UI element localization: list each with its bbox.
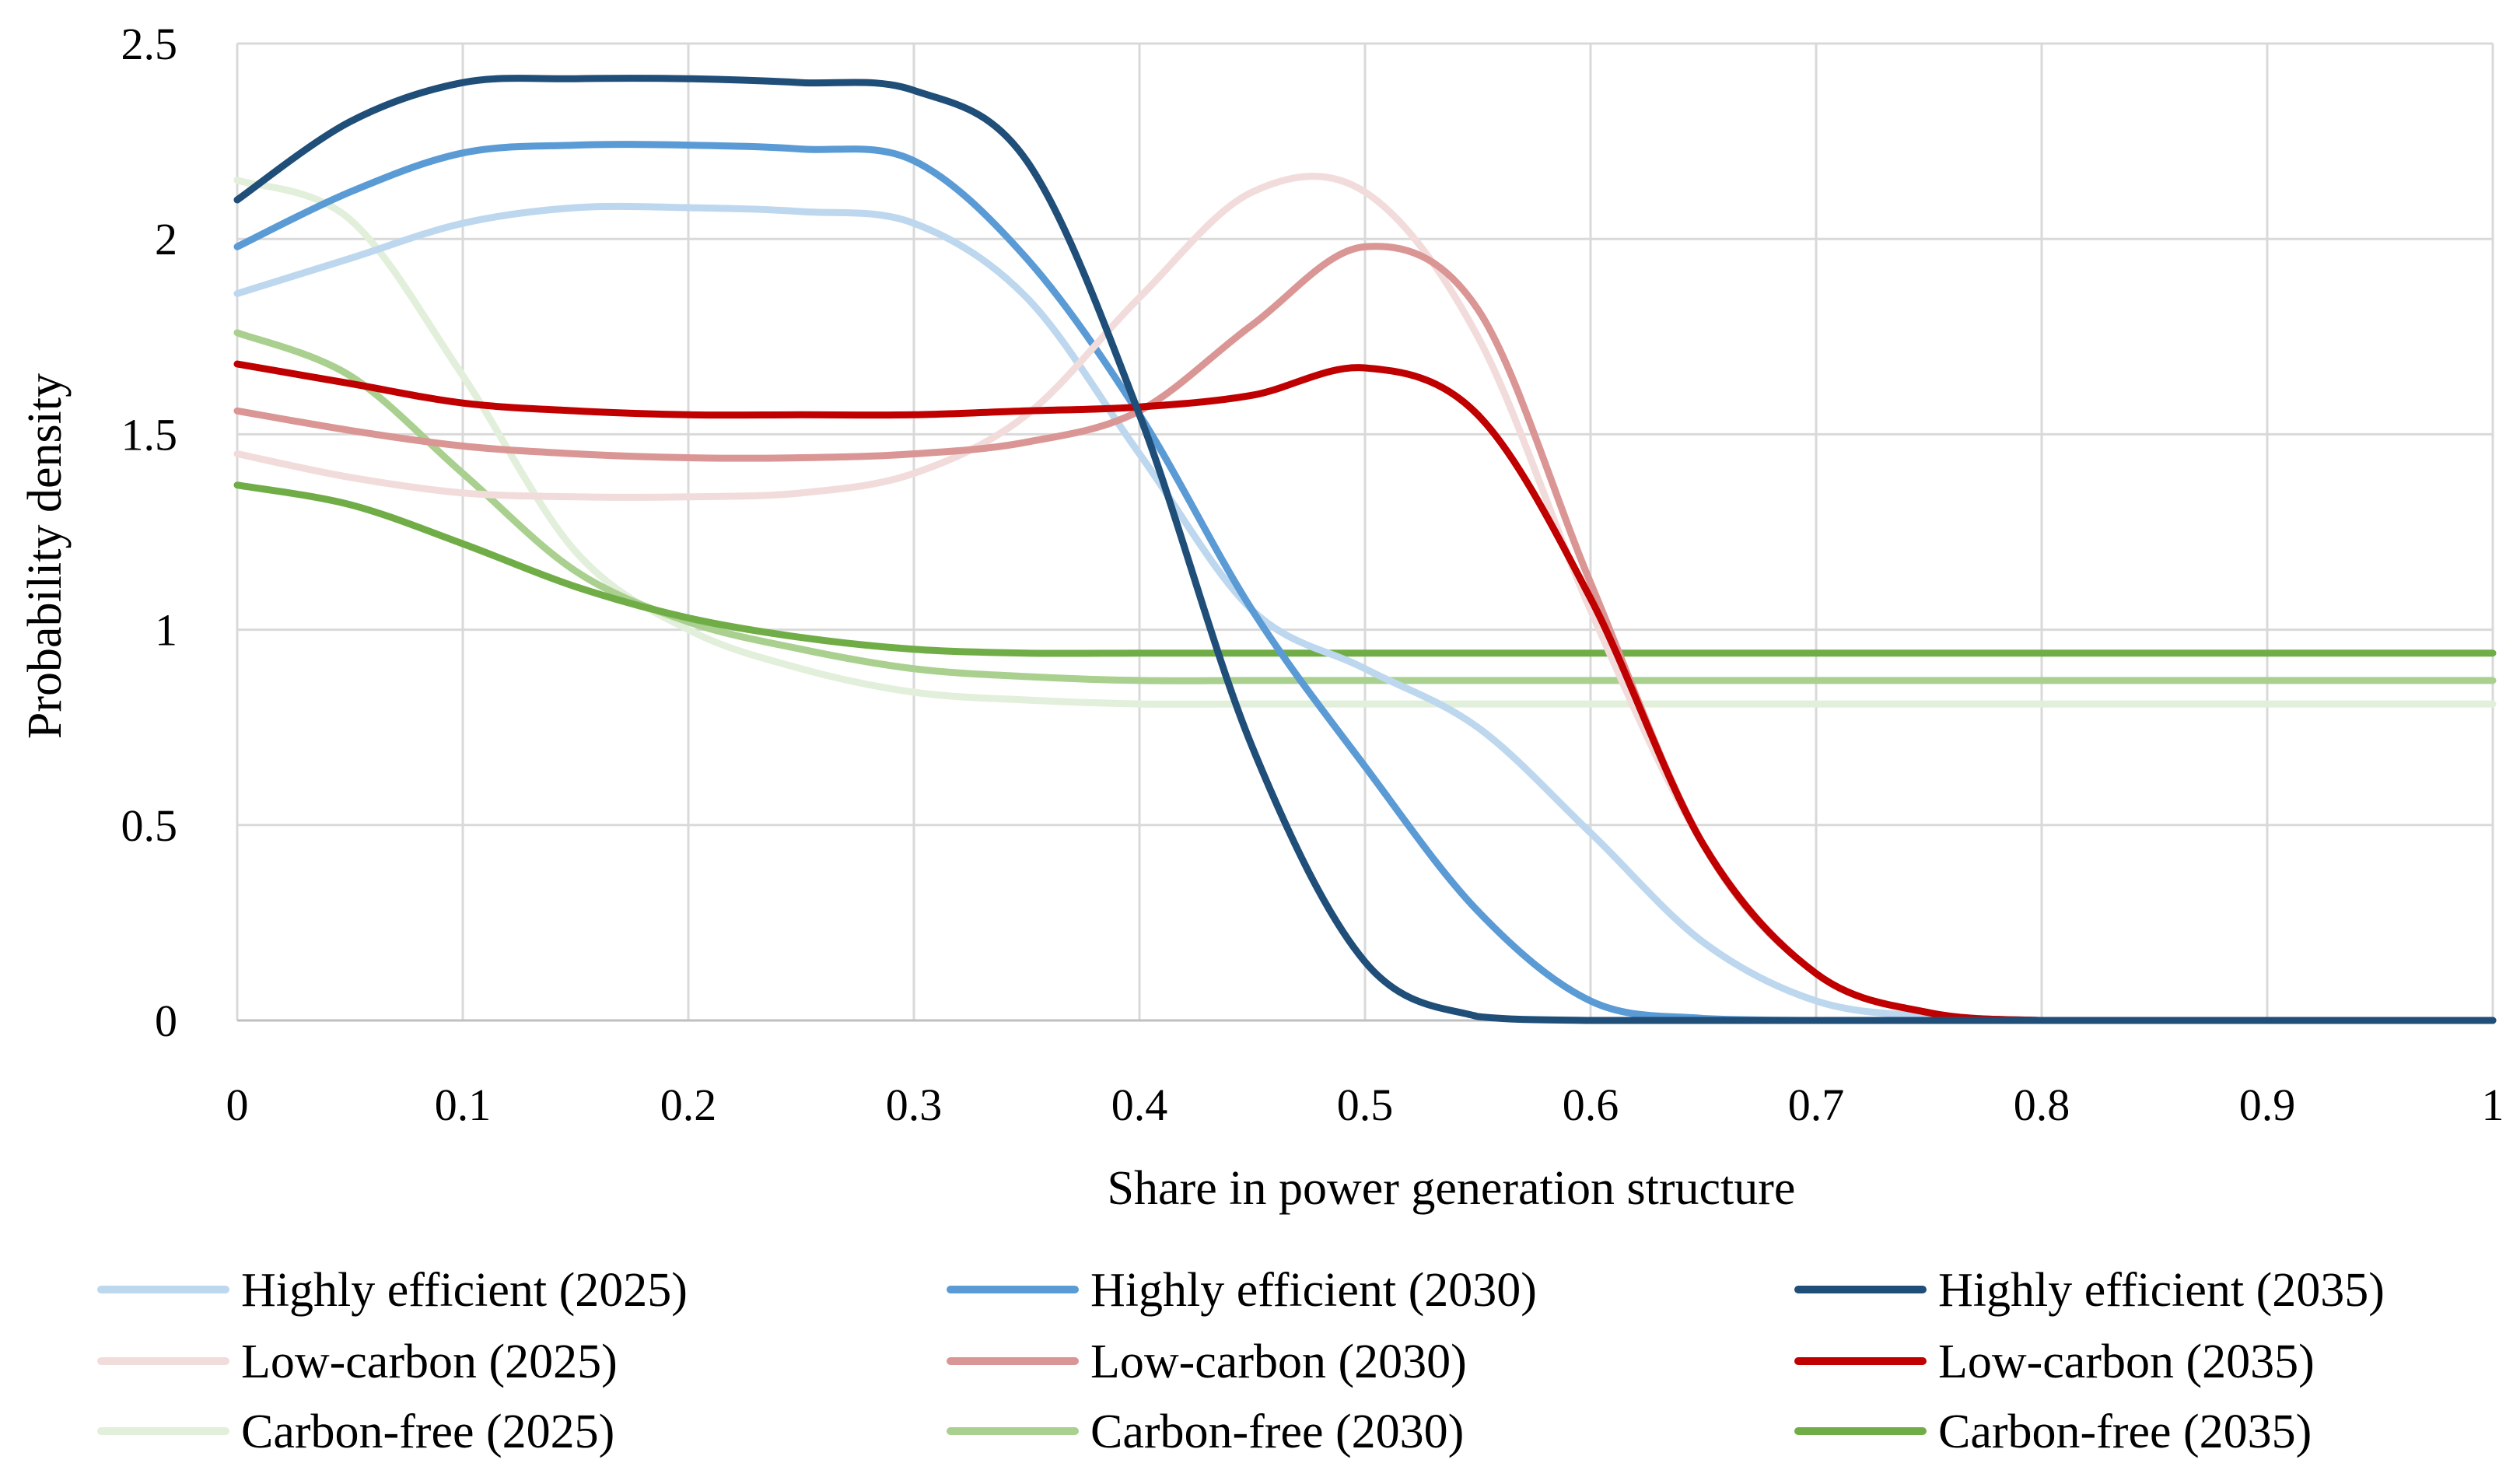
x-tick-label: 0.4	[1111, 1080, 1168, 1130]
legend: Highly efficient (2025) Highly efficient …	[97, 1264, 2385, 1458]
legend-item-carbon-free-2030: Carbon-free (2030)	[947, 1405, 1464, 1458]
x-tick-label: 0.6	[1563, 1080, 1619, 1130]
legend-label: Low-carbon (2025)	[241, 1335, 618, 1388]
y-tick-label: 1.5	[121, 409, 178, 460]
y-axis-title: Probability density	[19, 373, 72, 739]
y-axis-ticks: 0 0.5 1 1.5 2 2.5	[121, 19, 178, 1046]
legend-item-carbon-free-2025: Carbon-free (2025)	[97, 1405, 614, 1458]
y-tick-label: 1	[155, 605, 177, 656]
legend-label: Carbon-free (2025)	[241, 1405, 614, 1458]
x-tick-label: 0.5	[1337, 1080, 1394, 1130]
legend-label: Highly efficient (2030)	[1090, 1264, 1537, 1317]
series-line-carbon-free-2025	[233, 177, 2497, 708]
legend-item-low-carbon-2025: Low-carbon (2025)	[97, 1335, 618, 1388]
series-line-carbon-free-2030	[233, 329, 2497, 684]
legend-item-carbon-free-2035: Carbon-free (2035)	[1794, 1405, 2312, 1458]
grid	[236, 42, 2494, 1022]
legend-item-highly-efficient-2035: Highly efficient (2035)	[1794, 1264, 2385, 1317]
legend-label: Highly efficient (2035)	[1938, 1264, 2385, 1317]
x-tick-label: 0	[226, 1080, 249, 1130]
legend-label: Highly efficient (2025)	[241, 1264, 688, 1317]
x-tick-label: 1	[2482, 1080, 2504, 1130]
legend-label: Low-carbon (2030)	[1090, 1335, 1467, 1388]
series-line-carbon-free-2035	[233, 481, 2497, 657]
series-line-highly-efficient-2035	[233, 75, 2497, 1024]
x-tick-label: 0.3	[886, 1080, 943, 1130]
series-lines	[233, 75, 2497, 1024]
x-axis-title: Share in power generation structure	[1108, 1162, 1796, 1215]
y-tick-label: 0	[155, 996, 177, 1046]
legend-item-highly-efficient-2025: Highly efficient (2025)	[97, 1264, 688, 1317]
legend-item-highly-efficient-2030: Highly efficient (2030)	[947, 1264, 1537, 1317]
x-tick-label: 0.9	[2239, 1080, 2296, 1130]
x-tick-label: 0.8	[2014, 1080, 2070, 1130]
y-tick-label: 0.5	[121, 800, 178, 851]
y-tick-label: 2.5	[121, 19, 178, 69]
legend-label: Low-carbon (2035)	[1938, 1335, 2315, 1388]
x-tick-label: 0.1	[435, 1080, 492, 1130]
x-tick-label: 0.7	[1788, 1080, 1845, 1130]
legend-item-low-carbon-2030: Low-carbon (2030)	[947, 1335, 1467, 1388]
legend-item-low-carbon-2035: Low-carbon (2035)	[1794, 1335, 2315, 1388]
x-tick-label: 0.2	[660, 1080, 717, 1130]
x-axis-ticks: 0 0.1 0.2 0.3 0.4 0.5 0.6 0.7 0.8 0.9 1	[226, 1080, 2504, 1130]
legend-label: Carbon-free (2030)	[1090, 1405, 1464, 1458]
legend-label: Carbon-free (2035)	[1938, 1405, 2312, 1458]
y-tick-label: 2	[155, 214, 177, 264]
